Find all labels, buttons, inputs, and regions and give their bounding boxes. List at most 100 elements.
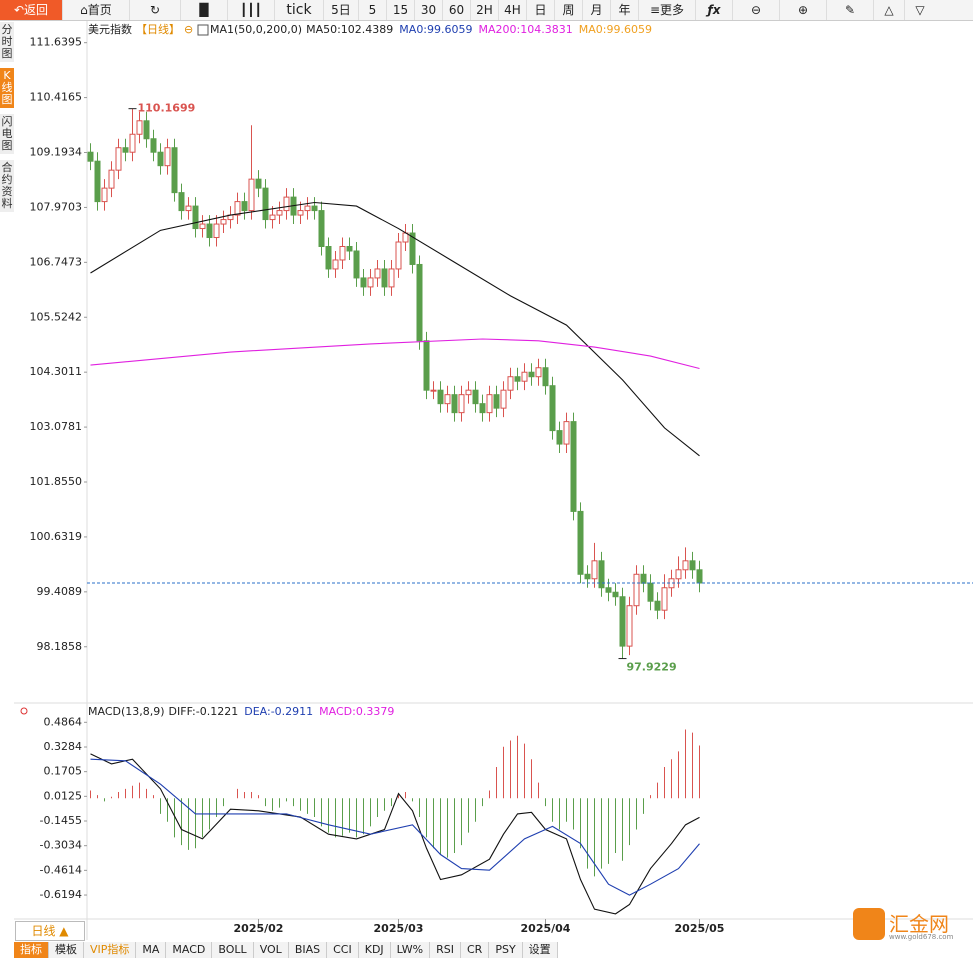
candle-body (178, 192, 185, 212)
candle-body (339, 246, 346, 261)
period-button[interactable]: 2H (471, 0, 499, 20)
candle-body (395, 241, 402, 270)
icon (20, 707, 28, 715)
draw-button[interactable]: ✎ (827, 0, 874, 20)
candle-body (234, 201, 241, 216)
candle-body (388, 268, 395, 288)
header-text: MA1(50,0,200,0) (210, 23, 302, 36)
candle-body (675, 569, 682, 580)
macd-icon (20, 707, 28, 715)
more-button[interactable]: ≡更多 (639, 0, 696, 20)
period-button[interactable]: 5日 (324, 0, 359, 20)
side-tab[interactable]: 闪电图 (0, 114, 14, 154)
indicator-tab[interactable]: 指标 (14, 942, 49, 958)
chart: 111.6395 110.4165 109.1934 107.9703 106.7473… (14, 21, 973, 940)
indicator-tab[interactable]: PSY (489, 942, 523, 958)
candle-body (423, 340, 430, 391)
y-tick-label: -0.6194 (40, 888, 82, 901)
y-tick-label: 101.8550 (30, 475, 83, 488)
toolbar: ↶返回 ⌂首页 ↻ ▐▌ ┃┃┃ tick 5日 5 15 30 60 2H 4… (0, 0, 973, 21)
bar-icon[interactable]: ▐▌ (181, 0, 228, 20)
legend-entry: DEA:-0.2911 (244, 705, 313, 718)
period-button[interactable]: 日 (527, 0, 555, 20)
candle-body (143, 120, 150, 140)
side-tab[interactable]: K线图 (0, 68, 14, 108)
candle-body (640, 573, 647, 584)
line-series (90, 338, 700, 370)
logo-icon (853, 908, 885, 940)
candle-body (206, 223, 213, 239)
zoom-out[interactable]: ⊖ (733, 0, 780, 20)
indicator-tab[interactable]: 模板 (49, 942, 84, 958)
candle-body (458, 394, 465, 414)
side-tab[interactable]: 分时图 (0, 22, 14, 62)
candle-body (353, 250, 360, 279)
legend-entry: DIFF:-0.1221 (169, 705, 239, 718)
up-button[interactable]: △ (874, 0, 905, 20)
period-select[interactable]: 日线 ▲ (15, 921, 85, 941)
period-button[interactable]: 4H (499, 0, 527, 20)
candle-body (185, 205, 192, 212)
fx-button[interactable]: ƒx (696, 0, 733, 20)
indicator-tab[interactable]: VOL (253, 942, 289, 958)
indicator-tab[interactable]: BOLL (212, 942, 254, 958)
indicator-tab[interactable]: VIP指标 (84, 942, 137, 958)
zoom-in[interactable]: ⊕ (780, 0, 827, 20)
candle-body (367, 277, 374, 288)
candle-body (94, 160, 101, 203)
period-button[interactable]: 60 (443, 0, 471, 20)
low-label: 97.9229 (627, 661, 677, 674)
period-button[interactable]: 年 (611, 0, 639, 20)
candle-body (262, 187, 269, 221)
period-button[interactable]: 周 (555, 0, 583, 20)
side-tab[interactable]: 合约资料 (0, 160, 14, 212)
candle-icon[interactable]: ┃┃┃ (228, 0, 275, 20)
indicator-tab[interactable]: CR (461, 942, 490, 958)
candle-body (136, 120, 143, 135)
y-tick-label: 106.7473 (30, 255, 83, 268)
candle-body (248, 178, 255, 212)
refresh-button[interactable]: ↻ (130, 0, 181, 20)
period-button[interactable]: 30 (415, 0, 443, 20)
candle-body (647, 582, 654, 602)
candle-body (318, 210, 325, 248)
candle-body (283, 196, 290, 212)
indicator-icon (197, 24, 209, 36)
candle-body (150, 138, 157, 153)
period-button[interactable]: 月 (583, 0, 611, 20)
header-text: 美元指数 (88, 22, 132, 36)
y-tick-label: 105.5242 (30, 310, 83, 323)
indicator-tab[interactable]: 设置 (522, 942, 558, 958)
candle-body (465, 389, 472, 396)
y-tick-label: 0.3284 (44, 740, 83, 753)
candle-body (437, 389, 444, 405)
indicator-tab[interactable]: KDJ (358, 942, 391, 958)
indicator-tab[interactable]: RSI (430, 942, 461, 958)
candle-body (584, 573, 591, 580)
candle-body (612, 591, 619, 598)
home-button[interactable]: ⌂首页 (63, 0, 130, 20)
down-button[interactable]: ▽ (915, 3, 925, 17)
candle-body (577, 510, 584, 575)
indicator-tab[interactable]: MA (136, 942, 167, 958)
candle-body (220, 219, 227, 225)
candle-body (689, 560, 696, 571)
back-button[interactable]: ↶返回 (0, 0, 63, 20)
legend-entry: MA0:99.6059 (399, 23, 472, 36)
candle-body (346, 246, 353, 252)
indicator-tab[interactable]: BIAS (288, 942, 328, 958)
period-button[interactable]: 5 (359, 0, 387, 20)
period-button[interactable]: 15 (387, 0, 415, 20)
indicator-tab[interactable]: MACD (166, 942, 213, 958)
logo-name: 汇金网 (889, 912, 949, 936)
period-button[interactable]: tick (275, 0, 324, 20)
candle-body (129, 133, 136, 153)
indicator-tab[interactable]: CCI (327, 942, 359, 958)
candle-body (430, 389, 437, 392)
y-tick-label: -0.4614 (40, 863, 82, 876)
label: 更多 (660, 3, 685, 17)
header-text: MACD(13,8,9) (88, 705, 165, 718)
indicator-tab[interactable]: LW% (390, 942, 431, 958)
candle-body (325, 246, 332, 270)
